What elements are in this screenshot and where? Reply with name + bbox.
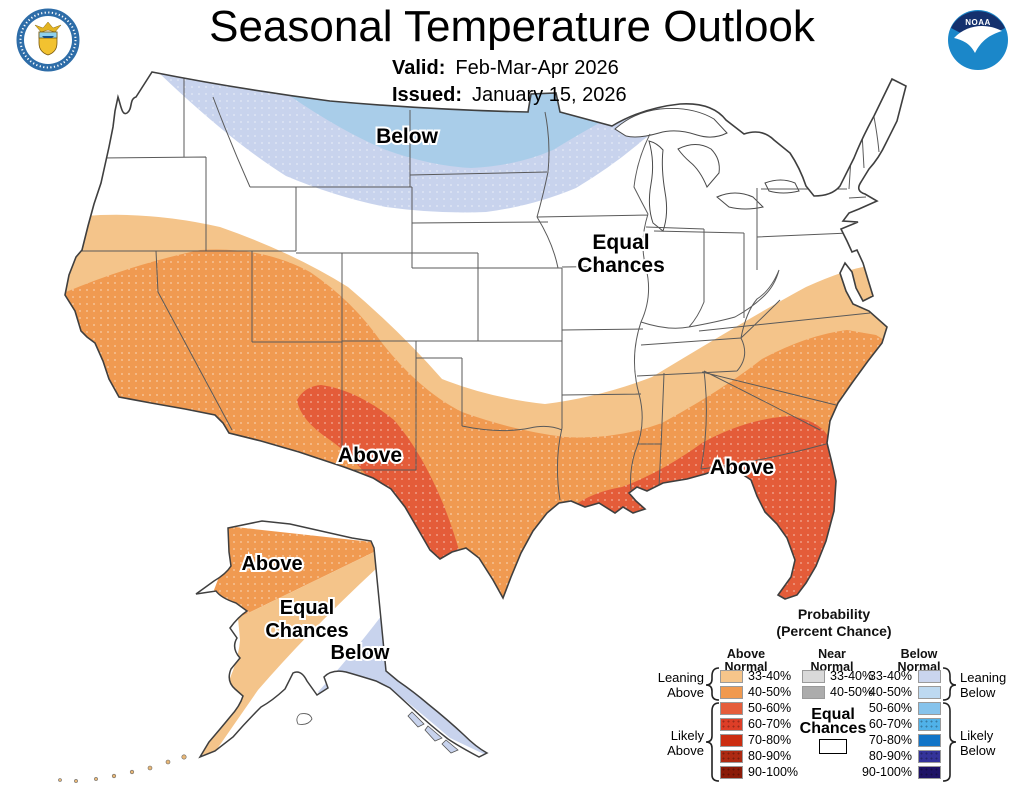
aleutian-islands: [58, 754, 187, 783]
commerce-seal: [16, 8, 80, 72]
lake-huron: [677, 144, 720, 188]
legend-header-above-line1: Above: [726, 647, 766, 661]
lake-ontario: [764, 179, 800, 194]
alaska-label-equal-line2: Chances: [265, 620, 348, 642]
brace-likely-below: [942, 702, 957, 782]
map-label-above-west: Above: [338, 444, 402, 467]
legend-swatch-near-33-40: [802, 670, 825, 683]
seal-eagle-icon: [34, 21, 62, 33]
legend-swatch-below-60-70: [918, 718, 941, 731]
valid-value: Feb-Mar-Apr 2026: [455, 57, 619, 79]
lake-erie: [716, 192, 764, 210]
brace-leaning-below: [942, 667, 957, 701]
legend-swatch-below-90-100: [918, 766, 941, 779]
leaning-below-line1: Leaning: [960, 670, 1007, 685]
legend-swatch-above-90-100: [720, 766, 743, 779]
legend-label-below-90-100: 90-100%: [861, 765, 912, 779]
legend-label-near-40-50: 40-50%: [830, 685, 874, 699]
map-label-above-southeast: Above: [710, 456, 774, 479]
legend-label-above-70-80: 70-80%: [748, 733, 792, 747]
legend-swatch-below-80-90: [918, 750, 941, 763]
likely-below-line1: Likely: [960, 728, 994, 743]
map-label-equal-chances-line2: Chances: [577, 254, 665, 277]
legend-label-below-80-90: 80-90%: [868, 749, 912, 763]
noaa-logo: NOAA: [948, 10, 1008, 70]
brace-likely-above: [705, 702, 720, 782]
alaska-above-texture: [214, 526, 374, 618]
legend-label-above-40-50: 40-50%: [748, 685, 792, 699]
legend-group-leaning-above: Leaning Above: [638, 670, 704, 700]
legend-label-above-60-70: 60-70%: [748, 717, 792, 731]
legend-label-below-40-50: 40-50%: [868, 685, 912, 699]
legend-header-below-line1: Below: [900, 647, 938, 661]
alaska-label-above: Above: [241, 553, 302, 575]
legend-swatch-above-33-40: [720, 670, 743, 683]
noaa-logo-text: NOAA: [965, 18, 991, 27]
valid-line: Valid: Feb-Mar-Apr 2026: [392, 57, 619, 80]
legend-group-likely-below: Likely Below: [960, 728, 1024, 758]
legend-swatch-below-70-80: [918, 734, 941, 747]
leaning-above-line1: Leaning: [657, 670, 704, 685]
legend-swatch-near-40-50: [802, 686, 825, 699]
legend-group-likely-above: Likely Above: [638, 728, 704, 758]
page-title: Seasonal Temperature Outlook: [209, 2, 815, 51]
alaska-region-above-33-40: [198, 552, 378, 756]
legend-label-below-50-60: 50-60%: [868, 701, 912, 715]
likely-above-line1: Likely: [670, 728, 704, 743]
legend-equal-chances-line1: Equal: [811, 706, 855, 723]
lake-michigan: [648, 140, 668, 232]
legend-label-above-80-90: 80-90%: [748, 749, 792, 763]
legend-group-leaning-below: Leaning Below: [960, 670, 1024, 700]
legend-swatch-above-60-70: [720, 718, 743, 731]
alaska-label-equal-line1: Equal: [280, 597, 334, 619]
legend-label-below-60-70: 60-70%: [868, 717, 912, 731]
legend-label-above-90-100: 90-100%: [748, 765, 799, 779]
map-label-equal-chances-line1: Equal: [592, 231, 649, 254]
legend-braces: [705, 667, 957, 782]
issued-line: Issued: January 15, 2026: [392, 84, 627, 107]
alaska-panhandle-islands: [407, 711, 459, 754]
alaska-outline: [195, 520, 489, 759]
likely-below-line2: Below: [960, 743, 996, 758]
legend-equal-chances-box: [819, 739, 847, 754]
conus-outline: [64, 71, 907, 600]
legend-swatch-above-40-50: [720, 686, 743, 699]
legend-title-line1: Probability: [797, 606, 871, 622]
legend-swatch-below-33-40: [918, 670, 941, 683]
legend-swatch-above-50-60: [720, 702, 743, 715]
issued-value: January 15, 2026: [472, 84, 627, 106]
legend-swatch-below-50-60: [918, 702, 941, 715]
legend-label-above-50-60: 50-60%: [748, 701, 792, 715]
brace-leaning-above: [705, 667, 720, 701]
likely-above-line2: Above: [667, 743, 704, 758]
lake-superior: [614, 108, 728, 138]
state-borders: [82, 78, 880, 501]
kodiak-island: [296, 713, 313, 725]
map-label-below-north: Below: [376, 125, 439, 148]
seal-ship-icon: [42, 36, 54, 38]
legend-swatch-above-80-90: [720, 750, 743, 763]
legend-label-below-33-40: 33-40%: [868, 669, 912, 683]
legend-label-above-33-40: 33-40%: [748, 669, 792, 683]
leaning-above-line2: Above: [667, 685, 704, 700]
legend-header-near-line1: Near: [818, 647, 846, 661]
legend-title-line2: (Percent Chance): [776, 623, 892, 639]
legend-swatch-below-40-50: [918, 686, 941, 699]
noaa-seagull-icon: [954, 25, 1002, 54]
legend-equal-chances-line2: Chances: [799, 720, 867, 737]
legend-label-below-70-80: 70-80%: [868, 733, 912, 747]
legend-swatch-above-70-80: [720, 734, 743, 747]
legend-label-near-33-40: 33-40%: [830, 669, 874, 683]
leaning-below-line2: Below: [960, 685, 996, 700]
valid-label: Valid:: [392, 57, 446, 79]
alaska-label-below: Below: [331, 642, 390, 664]
issued-label: Issued:: [392, 84, 463, 106]
